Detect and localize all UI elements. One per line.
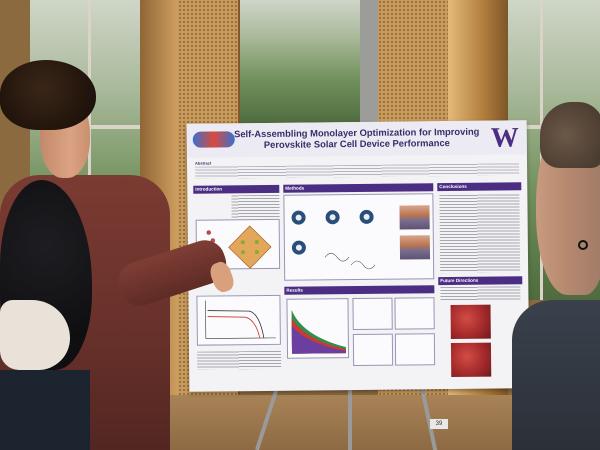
results-heading: Results bbox=[284, 285, 435, 295]
intro-graph bbox=[196, 294, 281, 346]
abstract-heading: Abstract bbox=[194, 160, 212, 166]
results-boxplot bbox=[394, 297, 435, 330]
device-stack-figure bbox=[399, 205, 430, 230]
conclusions-heading: Conclusions bbox=[437, 182, 522, 192]
decay-curve-figure bbox=[291, 309, 347, 354]
face-mask bbox=[0, 300, 70, 370]
results-boxplot bbox=[352, 297, 393, 331]
research-poster: Self-Assembling Monolayer Optimization f… bbox=[186, 120, 530, 392]
jv-curve-figure bbox=[205, 300, 276, 339]
steel-pillar bbox=[360, 0, 378, 125]
presenter-hair bbox=[0, 60, 96, 130]
earring bbox=[578, 240, 588, 250]
results-boxplot bbox=[352, 333, 394, 367]
device-stack-figure bbox=[399, 235, 431, 260]
future-directions-text bbox=[440, 286, 521, 302]
results-boxplot bbox=[394, 333, 436, 366]
viewer-right-jacket bbox=[512, 300, 600, 450]
easel-leg bbox=[348, 388, 352, 450]
micrograph-image bbox=[450, 342, 492, 378]
micrograph-image bbox=[450, 304, 491, 340]
poster-title: Self-Assembling Monolayer Optimization f… bbox=[233, 125, 480, 150]
viewer-right-hair bbox=[540, 102, 600, 168]
room-tag: 39 bbox=[430, 419, 448, 429]
methods-figure bbox=[283, 193, 435, 281]
introduction-heading: Introduction bbox=[193, 184, 280, 194]
abstract-text bbox=[195, 163, 520, 179]
future-directions-heading: Future Directions bbox=[438, 276, 523, 286]
uw-logo: W bbox=[490, 122, 519, 154]
methods-heading: Methods bbox=[283, 183, 434, 193]
intro-text-lower bbox=[196, 350, 282, 370]
results-decay-plot bbox=[286, 298, 350, 359]
methods-schematic bbox=[291, 209, 376, 270]
viewer-front-shoulder bbox=[0, 370, 90, 450]
window-mullion bbox=[88, 0, 91, 300]
window-center bbox=[230, 0, 380, 125]
introduction-text bbox=[231, 194, 280, 220]
conclusions-text bbox=[439, 194, 521, 274]
